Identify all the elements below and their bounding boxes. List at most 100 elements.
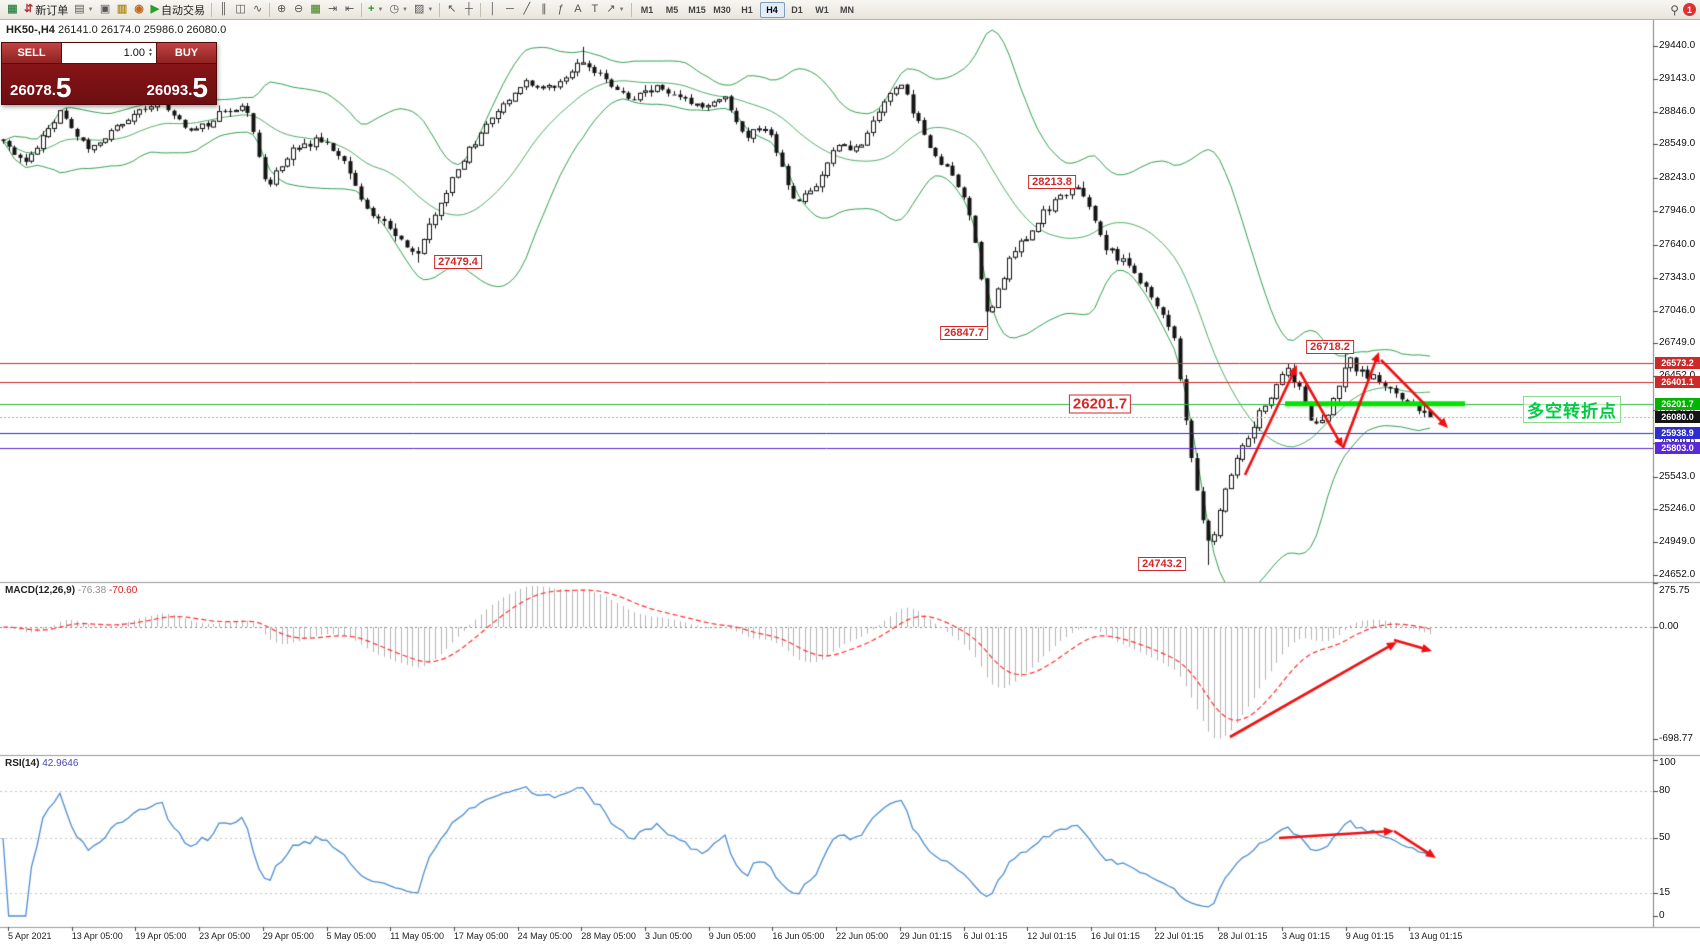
indicators-button[interactable]: + ▼ (365, 1, 386, 18)
macd-axis-label: 0.00 (1659, 621, 1679, 632)
line-chart-button[interactable]: ∿ (249, 1, 266, 18)
notification-badge[interactable]: 1 (1683, 3, 1696, 16)
crosshair-button[interactable]: ┼ (460, 1, 477, 18)
price-annotation[interactable]: 27479.4 (434, 255, 482, 270)
price-annotation[interactable]: 24743.2 (1138, 557, 1186, 572)
templates-button[interactable]: ▨ ▼ (411, 1, 436, 18)
history-center-button[interactable]: ▥ (114, 1, 131, 18)
buy-price[interactable]: 26093. 5 (147, 74, 208, 102)
timeframe-m5-button[interactable]: M5 (665, 4, 679, 15)
price-tag: 26401.1 (1655, 375, 1700, 388)
turning-point-annotation[interactable]: 多空转折点 (1523, 396, 1621, 423)
fibonacci-icon: ƒ (557, 3, 564, 15)
alerts-button[interactable]: ◉ (131, 1, 148, 18)
lot-increase-icon[interactable]: ▲ (148, 46, 153, 53)
price-axis-label: 27946.0 (1659, 205, 1696, 217)
trendline-button[interactable]: ╱ (518, 1, 535, 18)
macd-signal-value: -70.60 (108, 585, 138, 596)
label-button[interactable]: T (586, 1, 603, 18)
timeframe-d1-button[interactable]: D1 (791, 4, 803, 15)
tile-windows-icon: ▦ (310, 3, 321, 15)
price-axis-label: 26452.0 (1659, 370, 1695, 381)
time-axis-label: 3 Jun 05:00 (645, 931, 693, 941)
price-axis-label: 28243.0 (1659, 172, 1696, 184)
lot-decrease-icon[interactable]: ▼ (148, 52, 153, 58)
buy-button[interactable]: BUY (156, 43, 216, 63)
time-axis-label: 5 Apr 2021 (8, 931, 52, 941)
time-axis-label: 12 Jul 01:15 (1027, 931, 1077, 941)
price-axis-label: 24652.0 (1659, 569, 1696, 580)
timeframe-w1-button[interactable]: W1 (815, 4, 829, 15)
zoom-in-icon: ⊕ (276, 3, 287, 15)
auto-scroll-button[interactable]: ⇥ (324, 1, 341, 18)
time-axis-label: 9 Aug 01:15 (1345, 931, 1394, 941)
price-axis-label: 28846.0 (1659, 105, 1696, 117)
line-chart-icon: ∿ (252, 3, 263, 15)
data-window-button[interactable]: ▣ (97, 1, 114, 18)
fibonacci-button[interactable]: ƒ (552, 1, 569, 18)
price-annotation[interactable]: 26847.7 (940, 325, 988, 340)
dropdown-arrow-icon: ▼ (427, 6, 434, 13)
horizontal-line-button[interactable]: ─ (501, 1, 518, 18)
timeframe-mn-button[interactable]: MN (840, 4, 855, 15)
text-button[interactable]: A (569, 1, 586, 18)
timeframe-m1-button[interactable]: M1 (640, 4, 654, 15)
time-axis-label: 23 Apr 05:00 (199, 931, 251, 941)
time-axis-label: 13 Apr 05:00 (71, 931, 123, 941)
cursor-icon: ↖ (447, 3, 457, 15)
price-tag: 26080.0 (1655, 411, 1700, 424)
lot-size-value[interactable]: 1.00 (123, 47, 146, 59)
channel-button[interactable]: ∥ (535, 1, 552, 18)
toolbar-separator (211, 2, 213, 17)
zoom-in-button[interactable]: ⊕ (273, 1, 290, 18)
arrows-icon: ↗ (606, 3, 616, 15)
time-axis-label: 16 Jul 01:15 (1090, 931, 1140, 941)
new-order-button[interactable]: ⇵ 新订单 (21, 1, 71, 18)
dropdown-arrow-icon: ▼ (618, 6, 625, 13)
search-icon[interactable]: ⚲ (1670, 2, 1679, 17)
one-click-trade-panel: SELL 1.00 ▲ ▼ BUY 26078. 5 26093. 5 (1, 42, 217, 105)
sell-price[interactable]: 26078. 5 (10, 74, 71, 102)
time-axis-label: 13 Aug 01:15 (1409, 931, 1463, 941)
zoom-out-icon: ⊖ (293, 3, 304, 15)
auto-trading-button[interactable]: ▶ 自动交易 (148, 1, 208, 18)
timeframe-h4-button[interactable]: H4 (759, 1, 785, 18)
rsi-axis-label: 100 (1659, 757, 1676, 768)
auto-trading-button-label: 自动交易 (161, 4, 206, 17)
vertical-line-button[interactable]: │ (484, 1, 501, 18)
bar-chart-button[interactable]: ║ (215, 1, 232, 18)
cursor-button[interactable]: ↖ (443, 1, 460, 18)
chart-ohlc-header: HK50-,H4 26141.0 26174.0 25986.0 26080.0 (6, 24, 226, 36)
periods-button[interactable]: ◷ ▼ (386, 1, 411, 18)
price-annotation[interactable]: 28213.8 (1028, 175, 1076, 190)
price-axis-label: 29440.0 (1659, 40, 1696, 51)
price-annotation[interactable]: 26718.2 (1306, 340, 1354, 355)
horizontal-line-icon: ─ (505, 3, 514, 15)
chart-profiles-button[interactable]: ▤ ▼ (71, 1, 96, 18)
bar-chart-icon: ║ (219, 3, 228, 15)
rsi-axis-label: 50 (1659, 832, 1671, 843)
text-icon: A (574, 3, 582, 15)
timeframe-m15-button[interactable]: M15 (688, 4, 706, 15)
time-axis-label: 28 May 05:00 (581, 931, 636, 941)
toolbar-separator (269, 2, 271, 17)
timeframe-h1-button[interactable]: H1 (741, 4, 753, 15)
tile-windows-button[interactable]: ▦ (307, 1, 324, 18)
arrows-button[interactable]: ↗ ▼ (603, 1, 627, 18)
price-annotation[interactable]: 26201.7 (1068, 394, 1132, 414)
price-tag: 26573.2 (1655, 356, 1700, 369)
new-chart-button[interactable]: ▦ (4, 1, 21, 18)
timeframe-m30-button[interactable]: M30 (713, 4, 731, 15)
sell-button[interactable]: SELL (2, 43, 62, 63)
rsi-axis-label: 80 (1659, 785, 1671, 797)
macd-main-value: -76.38 (77, 585, 107, 596)
chart-shift-button[interactable]: ⇤ (341, 1, 358, 18)
candlestick-chart-button[interactable]: ◫ (232, 1, 249, 18)
zoom-out-button[interactable]: ⊖ (290, 1, 307, 18)
time-axis-label: 3 Aug 01:15 (1282, 931, 1331, 941)
lot-size-field[interactable]: 1.00 ▲ ▼ (62, 43, 156, 63)
lot-stepper[interactable]: ▲ ▼ (148, 46, 153, 59)
price-axis-label: 28549.0 (1659, 138, 1696, 150)
toolbar-separator (630, 2, 632, 17)
